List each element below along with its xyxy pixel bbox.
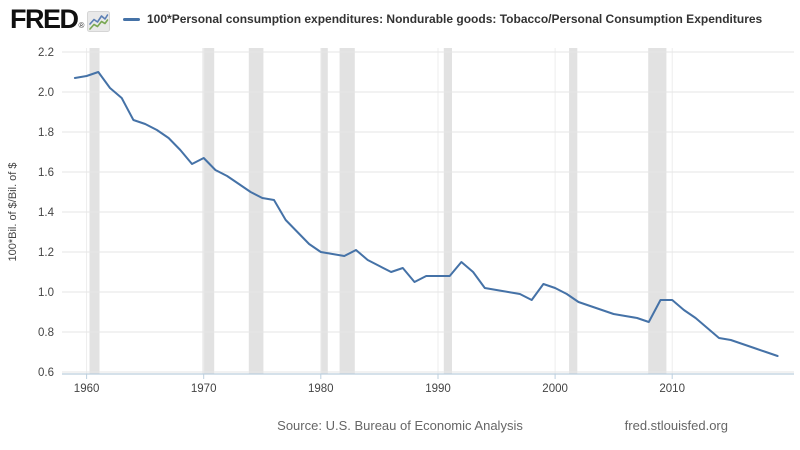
registered-mark: ® [78, 21, 85, 30]
x-tick-label: 1990 [425, 383, 451, 395]
y-tick-label: 1.4 [38, 207, 55, 219]
recession-band [443, 48, 452, 374]
x-tick-label: 2010 [659, 383, 685, 395]
fred-logo-text: FRED [10, 4, 79, 34]
recession-band [89, 48, 100, 374]
fred-logo-sparkline-icon [87, 11, 111, 32]
y-tick-label: 2.2 [38, 47, 54, 59]
y-tick-label: 0.6 [38, 367, 54, 379]
fred-logo[interactable]: FRED ® [10, 4, 111, 34]
y-axis-title: 100*Bil. of $/Bil. of $ [7, 162, 19, 261]
source-text: Source: U.S. Bureau of Economic Analysis [277, 418, 523, 433]
y-tick-label: 1.8 [38, 127, 54, 139]
chart-legend: 100*Personal consumption expenditures: N… [123, 6, 762, 32]
recession-band [320, 48, 328, 374]
chart-footer: Source: U.S. Bureau of Economic Analysis… [0, 418, 800, 438]
chart-plot-area[interactable] [62, 48, 794, 374]
chart-header: FRED ® 100*Personal consumption expenditu… [0, 0, 800, 42]
x-tick-label: 1980 [308, 383, 334, 395]
data-line [73, 71, 779, 357]
y-tick-label: 1.0 [38, 287, 54, 299]
recession-band [569, 48, 578, 374]
fred-site-link[interactable]: fred.stlouisfed.org [624, 418, 728, 433]
recession-band [202, 48, 215, 374]
y-tick-label: 1.6 [38, 167, 54, 179]
x-tick-label: 1970 [191, 383, 217, 395]
legend-line-swatch [123, 17, 140, 21]
y-tick-label: 2.0 [38, 87, 54, 99]
y-tick-label: 1.2 [38, 247, 54, 259]
x-tick-label: 1960 [74, 383, 100, 395]
legend-series-label: 100*Personal consumption expenditures: N… [147, 12, 763, 26]
x-tick-label: 2000 [542, 383, 568, 395]
y-tick-label: 0.8 [38, 327, 54, 339]
